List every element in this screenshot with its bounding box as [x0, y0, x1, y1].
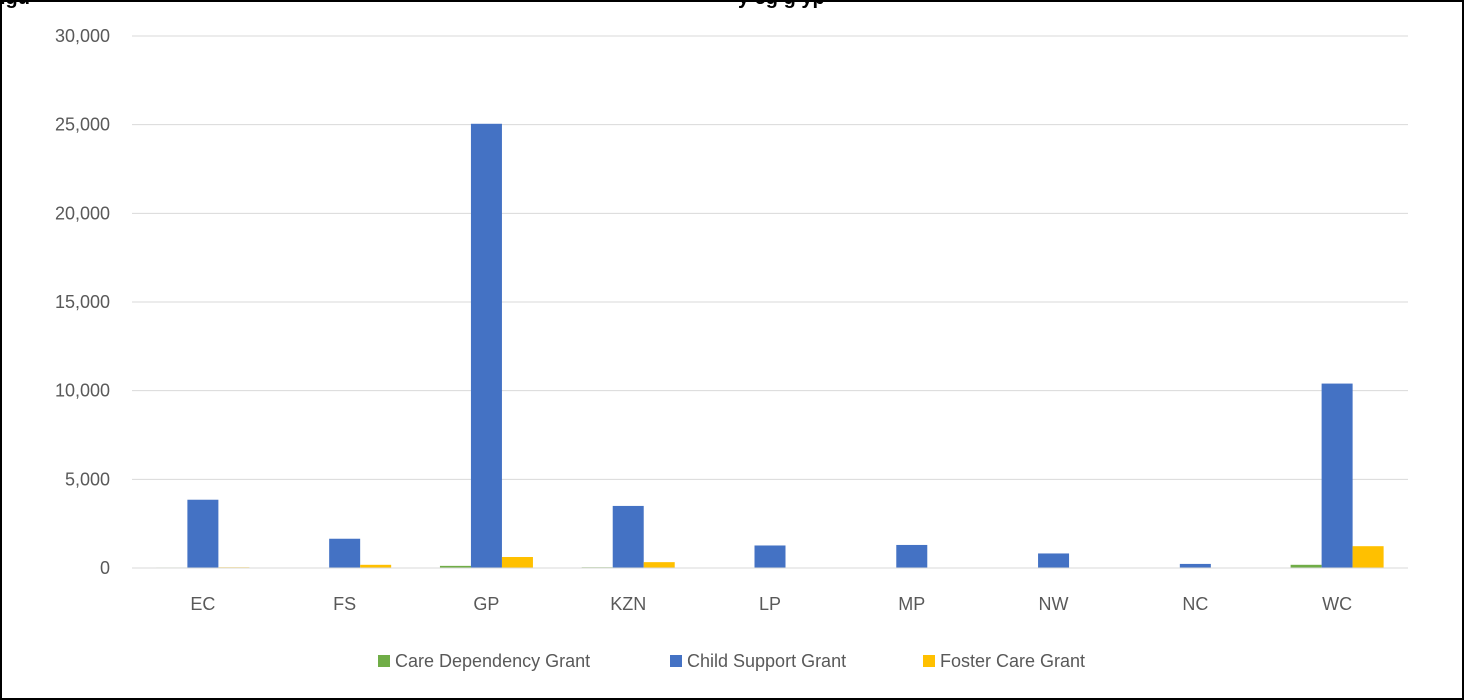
y-tick-label: 25,000: [55, 115, 110, 135]
bar-foster-care-grant-wc: [1352, 546, 1384, 568]
y-tick-label: 10,000: [55, 381, 110, 401]
x-tick-label: WC: [1322, 594, 1352, 614]
x-tick-label: MP: [898, 594, 925, 614]
y-axis-labels: 0 5,000 10,000 15,000 20,000 25,000 30,000: [55, 26, 110, 578]
bar-child-support-grant-fs: [329, 538, 361, 568]
gridlines: [132, 35, 1408, 480]
y-tick-label: 20,000: [55, 203, 110, 223]
bar-child-support-grant-wc: [1321, 383, 1353, 568]
y-tick-label: 30,000: [55, 26, 110, 46]
x-tick-label: NW: [1039, 594, 1069, 614]
bar-child-support-grant-ec: [187, 499, 219, 568]
legend-swatch: [923, 655, 935, 667]
bar-child-support-grant-gp: [470, 123, 502, 568]
y-tick-label: 0: [100, 558, 110, 578]
legend-swatch: [670, 655, 682, 667]
bar-child-support-grant-lp: [754, 545, 786, 568]
x-tick-label: FS: [333, 594, 356, 614]
x-tick-label: NC: [1182, 594, 1208, 614]
x-tick-label: LP: [759, 594, 781, 614]
bar-child-support-grant-kzn: [612, 505, 644, 568]
y-tick-label: 15,000: [55, 292, 110, 312]
bar-foster-care-grant-gp: [501, 557, 533, 568]
legend: Care Dependency Grant Child Support Grant…: [378, 651, 1085, 671]
bars: [156, 123, 1384, 568]
legend-label: Care Dependency Grant: [395, 651, 590, 671]
x-tick-label: KZN: [610, 594, 646, 614]
bar-care-dependency-grant-wc: [1290, 564, 1322, 568]
bar-care-dependency-grant-gp: [439, 565, 471, 568]
y-tick-label: 5,000: [65, 469, 110, 489]
bar-foster-care-grant-fs: [360, 564, 392, 568]
bar-child-support-grant-nw: [1038, 553, 1070, 568]
bar-child-support-grant-mp: [896, 544, 928, 568]
x-tick-label: GP: [473, 594, 499, 614]
x-axis-labels: EC FS GP KZN LP MP NW NC WC: [190, 594, 1352, 614]
legend-label: Child Support Grant: [687, 651, 846, 671]
legend-label: Foster Care Grant: [940, 651, 1085, 671]
bar-foster-care-grant-kzn: [643, 562, 675, 568]
bar-child-support-grant-nc: [1179, 563, 1211, 568]
legend-swatch: [378, 655, 390, 667]
x-tick-label: EC: [190, 594, 215, 614]
